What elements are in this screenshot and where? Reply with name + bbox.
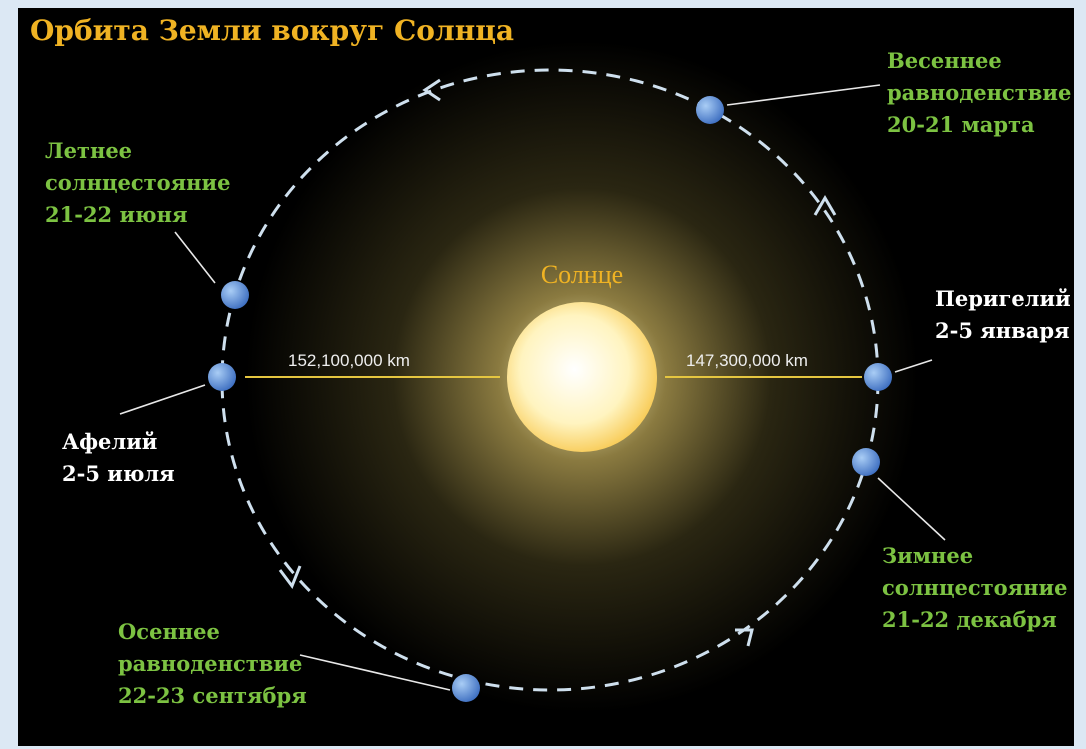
earth <box>864 363 892 391</box>
point-label: Весеннее <box>887 48 1002 73</box>
point-label: равноденствие <box>887 80 1071 105</box>
point-label: Летнее <box>45 138 132 163</box>
point-label: равноденствие <box>118 651 302 676</box>
point-label: 2-5 января <box>935 318 1070 343</box>
point-label: солнцестояние <box>45 170 230 195</box>
title: Орбита Земли вокруг Солнца <box>30 14 514 47</box>
earth <box>208 363 236 391</box>
sun-label: Солнце <box>541 260 623 289</box>
earth <box>852 448 880 476</box>
point-label: 21-22 июня <box>45 202 187 227</box>
point-label: Перигелий <box>935 286 1071 311</box>
perihelion-distance: 147,300,000 km <box>686 351 808 370</box>
point-label: Зимнее <box>882 543 973 568</box>
point-label: 20-21 марта <box>887 112 1035 137</box>
earth <box>452 674 480 702</box>
point-label: 22-23 сентября <box>118 683 307 708</box>
aphelion-distance: 152,100,000 km <box>288 351 410 370</box>
earth <box>221 281 249 309</box>
diagram: Орбита Земли вокруг Солнца 152,100,000 k… <box>0 0 1086 749</box>
page: {"title": "Орбита Земли вокруг Солнца", … <box>0 0 1086 749</box>
point-label: 21-22 декабря <box>882 607 1057 632</box>
earth <box>696 96 724 124</box>
point-label: Осеннее <box>118 619 220 644</box>
point-label: 2-5 июля <box>62 461 175 486</box>
point-label: солнцестояние <box>882 575 1067 600</box>
point-label: Афелий <box>62 429 157 454</box>
sun <box>507 302 657 452</box>
